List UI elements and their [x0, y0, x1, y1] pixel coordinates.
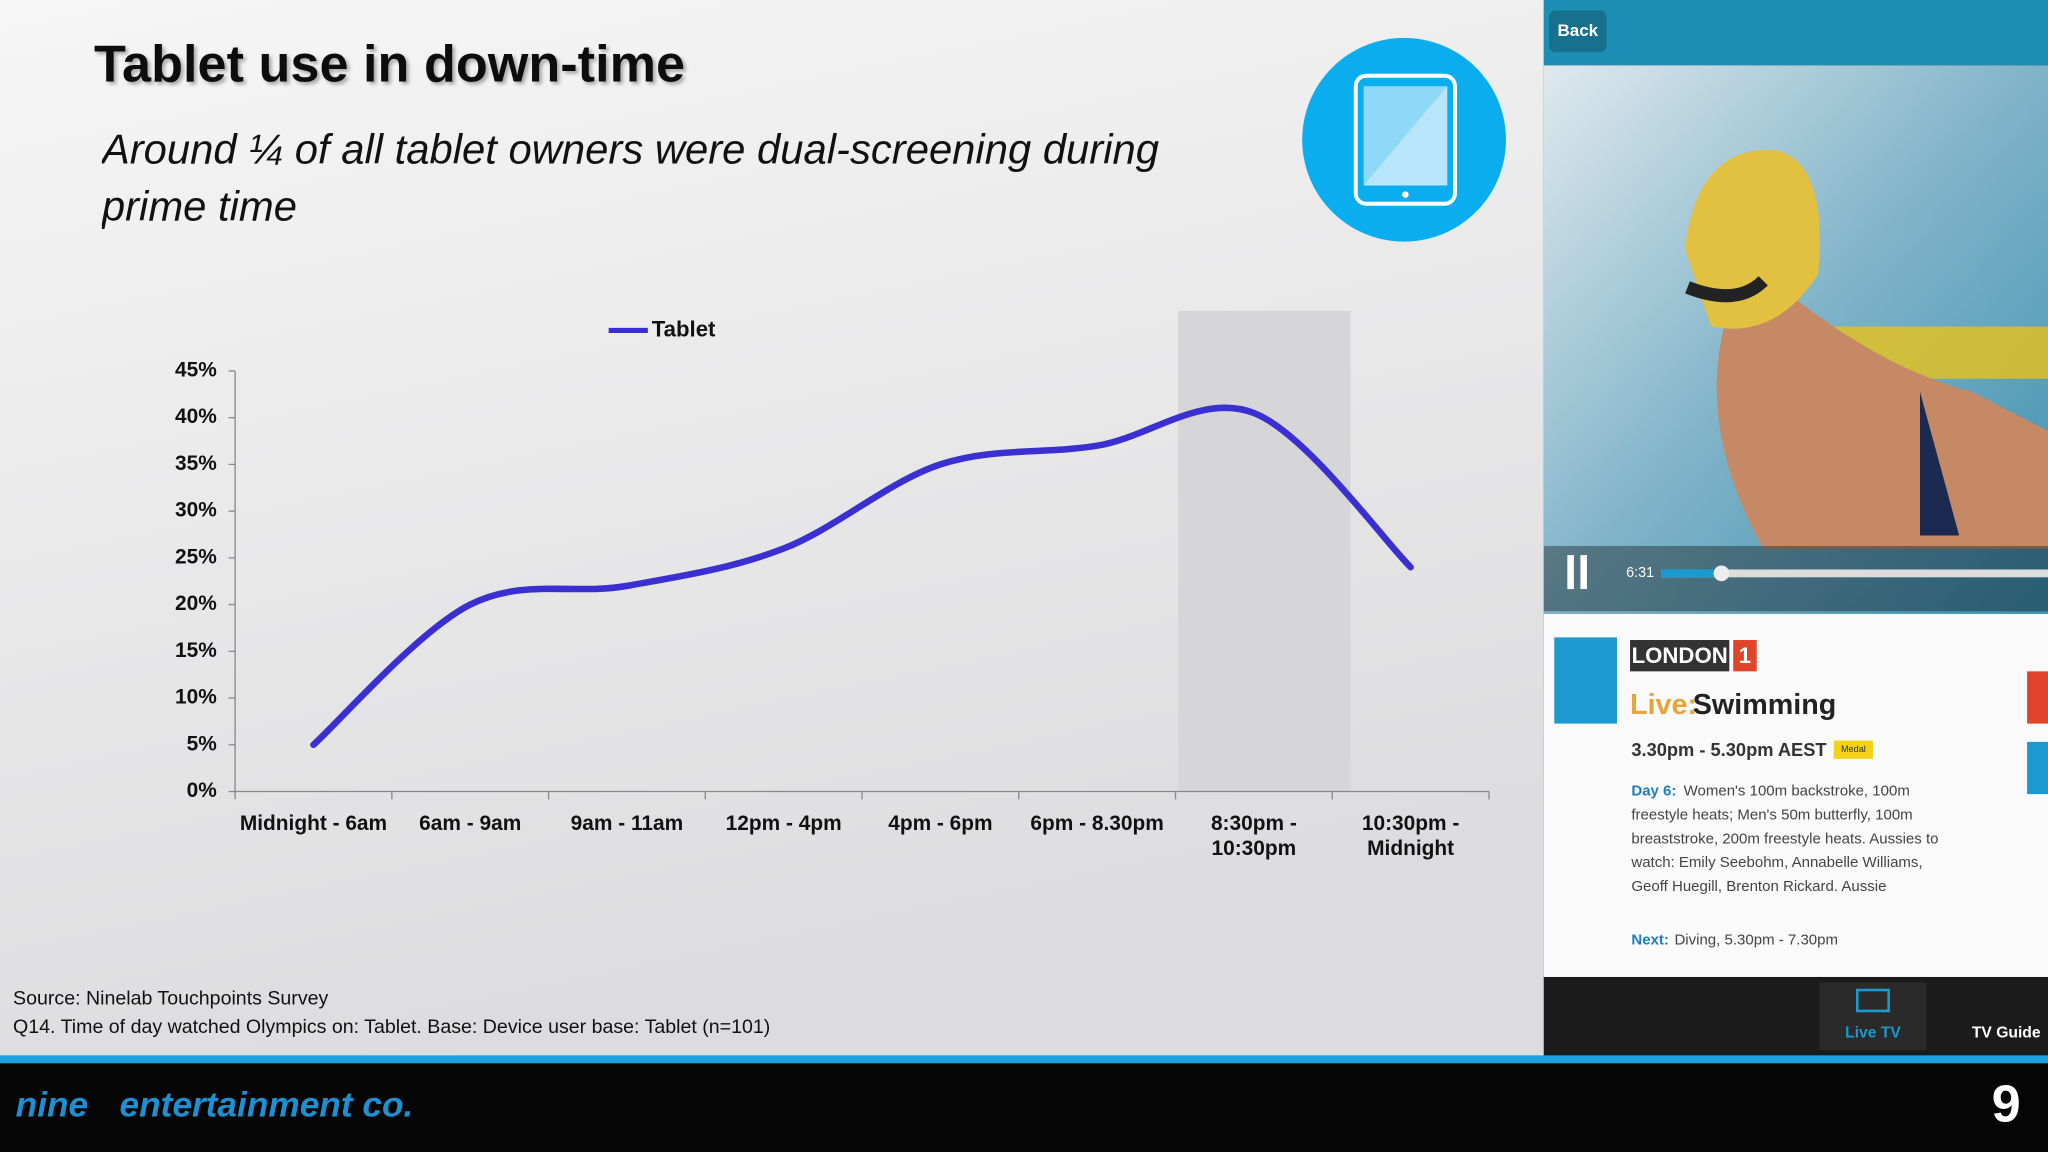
tablet-icon	[1302, 37, 1506, 242]
back-button[interactable]: Back	[1558, 21, 1599, 40]
slide-title: Tablet use in down-time	[94, 36, 685, 94]
tab-tv-guide[interactable]: TV Guide	[1972, 1024, 2041, 1041]
source: Source: Ninelab Touchpoints Survey	[13, 987, 328, 1009]
x-tick-label: 8:30pm -10:30pm	[1211, 812, 1297, 860]
logo-a: nine	[16, 1086, 88, 1125]
day-label: Day 6:	[1631, 782, 1676, 799]
scrubber[interactable]	[1713, 565, 1730, 582]
description-line: Women's 100m backstroke, 100m	[1684, 782, 1910, 799]
y-tick-label: 15%	[175, 639, 217, 662]
y-tick-label: 45%	[175, 358, 217, 381]
description-line: breaststroke, 200m freestyle heats. Auss…	[1631, 830, 1938, 847]
next-show: Diving, 5.30pm - 7.30pm	[1674, 931, 1838, 948]
footer	[0, 1063, 2048, 1152]
legend-label: Tablet	[652, 316, 716, 341]
tab-live-tv[interactable]: Live TV	[1845, 1024, 1901, 1041]
medal-badge: Medal	[1841, 744, 1866, 754]
x-tick-label: 4pm - 6pm	[888, 812, 992, 835]
y-tick-label: 0%	[187, 779, 218, 802]
logo: nine entertainment co.	[16, 1086, 414, 1125]
note: Q14. Time of day watched Olympics on: Ta…	[13, 1016, 770, 1038]
description-line: watch: Emily Seebohm, Annabelle Williams…	[1630, 854, 1922, 871]
show-title: Swimming	[1693, 689, 1837, 721]
phone: Back 6:31 LONDON 1 Live: Swimming 3.30pm…	[1543, 0, 2048, 1061]
footer-stripe	[0, 1055, 2048, 1064]
highlight-band	[1178, 310, 1351, 792]
x-tick-label: 10:30pm -Midnight	[1362, 812, 1460, 860]
x-tick-label: 9am - 11am	[571, 812, 684, 835]
y-tick-label: 5%	[187, 732, 218, 755]
subtitle-box: Around ¼ of all tablet owners were dual-…	[101, 125, 1159, 230]
y-tick-label: 35%	[175, 452, 217, 475]
x-tick-label: 6am - 9am	[419, 812, 521, 835]
slide-subtitle: Around ¼ of all tablet owners were dual-…	[101, 125, 1159, 230]
logo-nine: 9	[1992, 1075, 2021, 1133]
y-tick-label: 25%	[175, 545, 217, 568]
video-time: 6:31	[1626, 565, 1654, 581]
live-label: Live:	[1630, 689, 1697, 721]
chart: 0% 5% 10% 15% 20% 25% 30% 35% 40% 45% Midnight - 6…	[175, 310, 1490, 860]
y-tick-label: 40%	[175, 405, 217, 428]
x-tick-label: 6pm - 8.30pm	[1030, 812, 1163, 835]
y-tick-label: 30%	[175, 499, 217, 522]
x-tick-label: Midnight - 6am	[240, 812, 387, 835]
description-line: Geoff Huegill, Brenton Rickard. Aussie	[1631, 878, 1886, 895]
line	[310, 404, 1414, 749]
next-label: Next:	[1631, 931, 1669, 948]
channel-number: 1	[1739, 643, 1751, 668]
show-times: 3.30pm - 5.30pm AEST	[1631, 739, 1826, 760]
description-line: freestyle heats; Men's 50m butterfly, 10…	[1631, 806, 1912, 823]
channel: LONDON	[1632, 643, 1728, 668]
y-tick-label: 20%	[175, 592, 217, 615]
y-tick-label: 10%	[175, 686, 217, 709]
logo-b: entertainment co.	[119, 1086, 413, 1125]
x-tick-label: 12pm - 4pm	[726, 812, 842, 835]
